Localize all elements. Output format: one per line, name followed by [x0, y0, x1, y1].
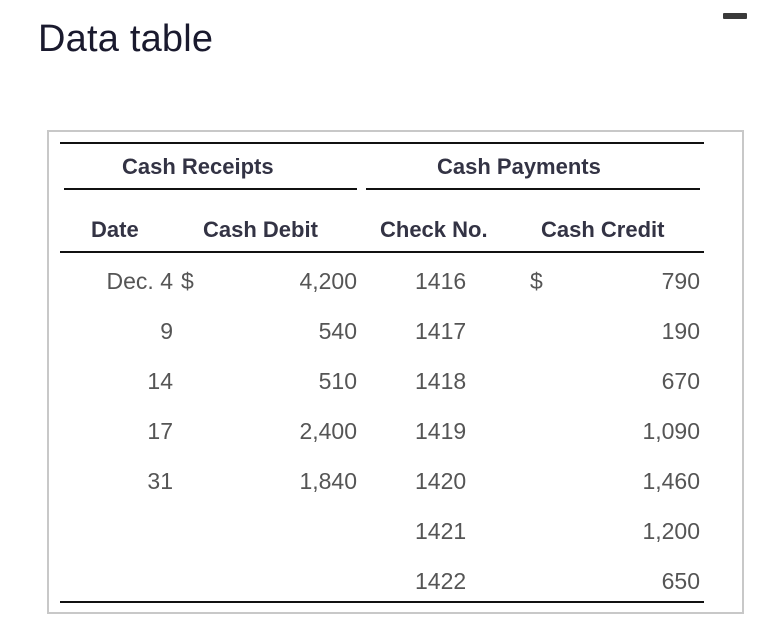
receipts-group-rule — [64, 188, 357, 190]
cell-cash-debit: 510 — [318, 368, 357, 394]
table-top-rule — [60, 142, 704, 144]
cell-check-no: 1420 — [415, 468, 467, 494]
cell-date: 9 — [160, 318, 173, 344]
cell-credit-currency: $ — [530, 268, 543, 294]
minimize-icon[interactable] — [723, 13, 747, 19]
cell-cash-credit: 1,460 — [642, 468, 700, 494]
cell-check-no: 1416 — [415, 268, 467, 294]
cell-cash-debit: 1,840 — [299, 468, 357, 494]
cell-cash-credit: 1,090 — [642, 418, 700, 444]
cell-cash-credit: 1,200 — [642, 518, 700, 544]
cell-debit-currency: $ — [181, 268, 194, 294]
cell-check-no: 1419 — [415, 418, 467, 444]
cell-date: 17 — [147, 418, 173, 444]
cell-check-no: 1421 — [415, 518, 467, 544]
page-title: Data table — [38, 18, 214, 60]
cell-cash-debit: 2,400 — [299, 418, 357, 444]
cell-date: 14 — [147, 368, 173, 394]
cell-cash-credit: 790 — [661, 268, 700, 294]
cell-check-no: 1422 — [415, 568, 467, 594]
cell-cash-credit: 190 — [661, 318, 700, 344]
column-header-cash-credit: Cash Credit — [541, 217, 665, 242]
cell-check-no: 1417 — [415, 318, 467, 344]
cell-date: Dec. 4 — [106, 268, 173, 294]
table-bottom-rule — [60, 601, 704, 603]
cell-cash-debit: 4,200 — [299, 268, 357, 294]
cell-cash-credit: 650 — [661, 568, 700, 594]
cell-check-no: 1418 — [415, 368, 467, 394]
column-header-cash-debit: Cash Debit — [203, 217, 318, 242]
column-header-check-no: Check No. — [380, 217, 488, 242]
payments-group-rule — [366, 188, 700, 190]
group-header-cash-receipts: Cash Receipts — [122, 154, 274, 179]
group-header-cash-payments: Cash Payments — [437, 154, 601, 179]
column-header-rule — [60, 251, 704, 253]
data-table-panel — [47, 130, 744, 614]
cell-cash-credit: 670 — [661, 368, 700, 394]
cell-date: 31 — [147, 468, 173, 494]
cell-cash-debit: 540 — [318, 318, 357, 344]
column-header-date: Date — [91, 217, 139, 242]
